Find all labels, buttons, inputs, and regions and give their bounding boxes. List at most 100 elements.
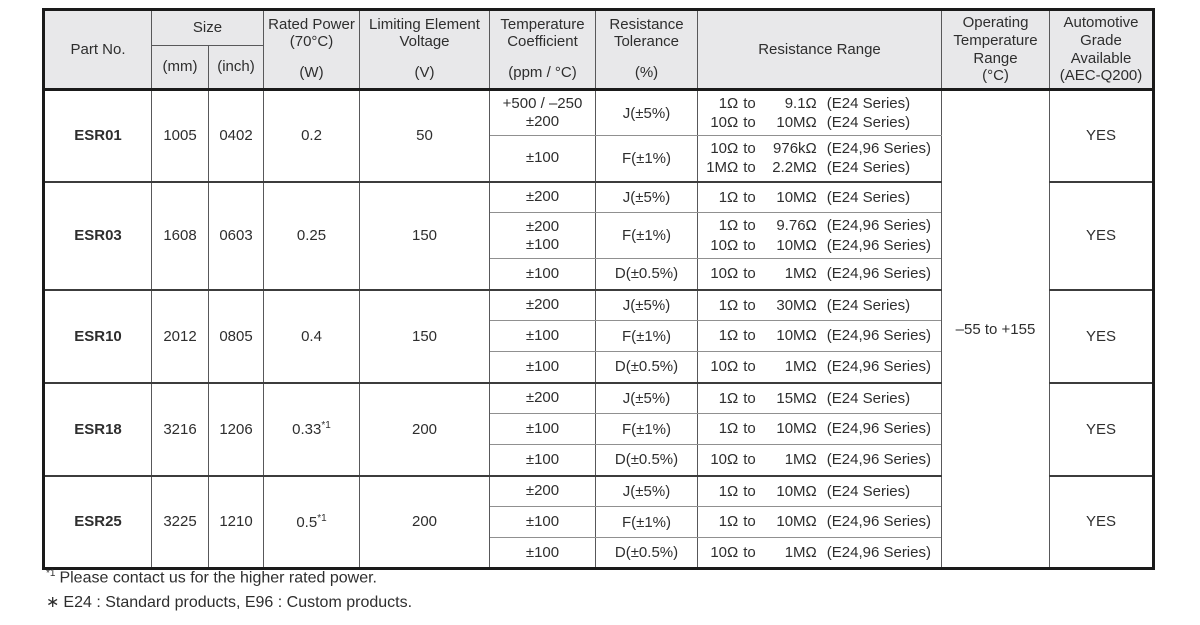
temp-coefficient-cell: ±100 [489,537,596,569]
temp-coefficient-header-label: Temperature Coefficient [500,15,585,51]
range-line: 10Ω to 10MΩ (E24,96 Series) [702,236,937,256]
part-no-cell: ESR01 [43,88,152,182]
range-min: 10Ω [710,451,739,468]
table-row: ±100 F(±1%) 1Ω to 10MΩ (E24,96 Series) [44,506,1154,538]
footnote-text-2: E24 : Standard products, E96 : Custom pr… [63,594,413,612]
range-line: 1Ω to 10MΩ (E24 Series) [702,188,937,208]
range-line: 1MΩ to 2.2MΩ (E24 Series) [702,158,937,178]
voltage-cell: 150 [359,180,490,290]
range-line: 1Ω to 10MΩ (E24,96 Series) [702,326,937,346]
range-line: 1Ω to 9.76Ω (E24,96 Series) [702,216,937,236]
range-series: (E24 Series) [826,159,911,177]
range-max: 1MΩ [784,543,817,561]
temp-coefficient-cell: ±100 [489,413,596,445]
tolerance-cell: F(±1%) [595,135,698,182]
range-min: 10Ω [710,543,739,561]
range-to: to [743,159,756,177]
table-row: ±100 D(±0.5%) 10Ω to 1MΩ (E24,96 Series) [44,537,1154,569]
range-max: 1MΩ [784,265,817,282]
range-min: 1Ω [718,327,739,345]
col-header-part-no: Part No. [43,9,152,90]
tolerance-cell: D(±0.5%) [595,258,698,290]
range-series: (E24,96 Series) [826,543,931,561]
range-max: 15MΩ [776,389,817,407]
col-header-resistance-range: Resistance Range [697,9,942,90]
range-max: 10MΩ [776,327,817,345]
resistance-range-cell: 10Ω to 1MΩ (E24,96 Series) [697,444,942,476]
range-to: to [743,543,756,561]
range-max: 2.2MΩ [772,159,817,177]
col-header-size-inch: (inch) [208,45,264,90]
tolerance-cell: F(±1%) [595,413,698,445]
range-line: 1Ω to 30MΩ (E24 Series) [702,296,937,316]
range-to: to [743,451,756,468]
range-line: 1Ω to 10MΩ (E24 Series) [702,482,937,502]
range-lines: 1Ω to 10MΩ (E24 Series) [702,482,937,502]
range-line: 10Ω to 10MΩ (E24 Series) [702,113,937,133]
range-line: 1Ω to 10MΩ (E24,96 Series) [702,512,937,532]
col-header-operating-temp: Operating Temperature Range (°C) [941,9,1050,90]
range-max: 30MΩ [776,296,817,314]
range-min: 1Ω [718,296,739,314]
tolerance-cell: D(±0.5%) [595,537,698,569]
voltage-header: Limiting Element Voltage (V) [363,14,486,86]
spec-table: Part No. Size Rated Power (70°C) (W) Lim… [42,8,1155,570]
range-lines: 1Ω to 15MΩ (E24 Series) [702,389,937,409]
rated-power-cell: 0.4 [263,288,360,383]
header-row-1: Part No. Size Rated Power (70°C) (W) Lim… [43,9,1154,90]
size-mm-cell: 3216 [151,381,209,476]
range-series: (E24,96 Series) [826,217,931,234]
table-row: ±100 F(±1%) 1Ω to 10MΩ (E24,96 Series) [44,320,1154,352]
resistance-range-cell: 1Ω to 15MΩ (E24 Series) [697,381,942,414]
range-lines: 10Ω to 1MΩ (E24,96 Series) [702,264,937,284]
range-to: to [743,265,756,282]
voltage-header-label: Limiting Element Voltage [369,15,480,51]
temp-coefficient-cell: ±200 [489,474,596,507]
tolerance-header-unit: (%) [634,63,659,81]
rated-power-note-marker: *1 [321,420,331,431]
rated-power-cell: 0.5*1 [263,474,360,569]
range-to: to [743,482,756,500]
col-header-automotive: Automotive Grade Available (AEC-Q200) [1049,9,1154,90]
size-inch-cell: 0805 [208,288,264,383]
range-lines: 10Ω to 976kΩ (E24,96 Series) 1MΩ to 2.2MΩ (E24 … [702,139,937,178]
range-lines: 1Ω to 9.76Ω (E24,96 Series) 10Ω to 10MΩ (E24,96… [702,216,937,255]
part-no-cell: ESR03 [43,180,152,290]
range-max: 10MΩ [776,188,817,206]
automotive-grade-cell: YES [1049,180,1154,290]
footnote-text-1: Please contact us for the higher rated p… [59,569,377,587]
tolerance-cell: J(±5%) [595,381,698,414]
range-to: to [743,188,756,206]
temp-coefficient-header-unit: (ppm / °C) [508,63,577,81]
tolerance-cell: F(±1%) [595,320,698,352]
spec-table-header: Part No. Size Rated Power (70°C) (W) Lim… [43,9,1154,90]
range-series: (E24,96 Series) [826,327,931,345]
resistance-range-cell: 1Ω to 9.1Ω (E24 Series) 10Ω to 10MΩ (E24 Series… [697,88,942,136]
range-to: to [743,217,756,234]
col-header-tolerance: Resistance Tolerance (%) [595,9,698,90]
temp-coefficient-cell: ±100 [489,258,596,290]
rated-power-header: Rated Power (70°C) (W) [267,14,356,86]
range-series: (E24 Series) [826,94,911,112]
range-line: 1Ω to 15MΩ (E24 Series) [702,389,937,409]
range-to: to [743,358,756,375]
range-series: (E24,96 Series) [826,513,931,531]
voltage-cell: 150 [359,288,490,383]
tolerance-cell: D(±0.5%) [595,351,698,383]
resistance-range-cell: 1Ω to 10MΩ (E24 Series) [697,474,942,507]
range-min: 1Ω [718,420,739,438]
rated-power-cell: 0.33*1 [263,381,360,476]
range-max: 10MΩ [776,482,817,500]
spec-table-body: ESR01 1005 0402 0.2 50 +500 / –250 ±200 J(±5%)… [43,88,1154,569]
range-max: 10MΩ [776,236,817,254]
range-series: (E24 Series) [826,114,911,131]
range-lines: 1Ω to 10MΩ (E24,96 Series) [702,326,937,346]
automotive-grade-cell: YES [1049,88,1154,182]
range-min: 1Ω [718,94,739,112]
temp-coefficient-cell: ±100 [489,320,596,352]
tolerance-header: Resistance Tolerance (%) [599,14,694,86]
range-line: 10Ω to 1MΩ (E24,96 Series) [702,357,937,377]
range-min: 10Ω [710,114,739,131]
range-max: 9.1Ω [784,94,817,112]
